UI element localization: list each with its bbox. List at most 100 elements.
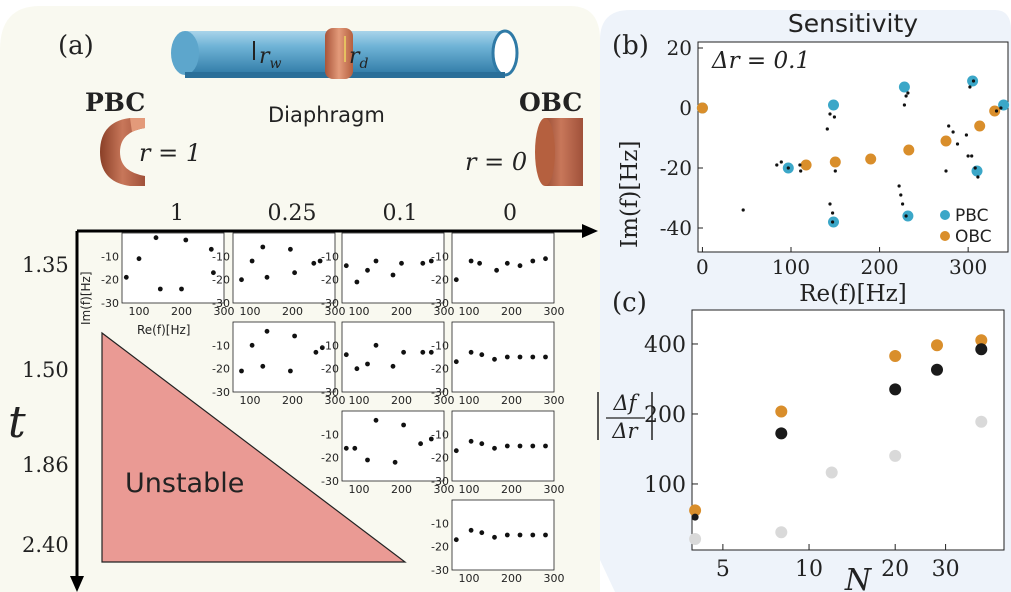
inset-point bbox=[504, 354, 510, 360]
t-axis-label: t bbox=[8, 397, 26, 448]
inset-point bbox=[390, 272, 396, 278]
c-ytick-label: 400 bbox=[644, 333, 686, 358]
b-point-small bbox=[904, 214, 908, 218]
inset-point bbox=[354, 279, 360, 285]
inset-xtick: 200 bbox=[501, 572, 522, 585]
inset-point bbox=[211, 270, 216, 276]
inset-ytick: -10 bbox=[431, 428, 449, 441]
b-point-small bbox=[970, 154, 974, 158]
panel-b-annotation: Δr = 0.1 bbox=[711, 48, 810, 74]
b-ytick-label: -20 bbox=[660, 156, 692, 180]
b-point-obc bbox=[800, 159, 812, 171]
inset-point bbox=[260, 363, 266, 369]
inset-point bbox=[239, 277, 244, 283]
inset-frame bbox=[121, 232, 225, 304]
inset-point bbox=[343, 352, 349, 358]
b-point-obc bbox=[696, 102, 708, 114]
inset-plot: -10 -20 -30 100 200 300 bbox=[431, 499, 565, 585]
inset-point bbox=[179, 286, 184, 292]
inset-xtick: 300 bbox=[434, 483, 455, 496]
inset-point bbox=[292, 333, 297, 339]
inset-point bbox=[453, 359, 459, 365]
b-point-small bbox=[947, 124, 951, 128]
b-point-small bbox=[831, 211, 835, 215]
t-value-2: 1.50 bbox=[22, 358, 69, 382]
inset-point bbox=[504, 443, 510, 449]
inset-ytick: -10 bbox=[101, 250, 119, 263]
panel-b-title: Sensitivity bbox=[788, 9, 918, 38]
legend-obc-marker bbox=[940, 231, 950, 241]
t-value-4: 2.40 bbox=[22, 533, 69, 557]
inset-xtick: 100 bbox=[459, 572, 480, 585]
panel-b-label: (b) bbox=[612, 31, 649, 61]
b-xtick-label: 100 bbox=[772, 255, 810, 279]
inset-point bbox=[343, 445, 349, 451]
inset-xtick: 100 bbox=[459, 483, 480, 496]
c-point bbox=[889, 449, 902, 462]
inset-point bbox=[543, 256, 548, 262]
b-point-obc bbox=[974, 120, 986, 132]
panel-a: (a) rw rd Diaphragm PBC r = 1 OBC r = 0 bbox=[8, 28, 598, 592]
panel-b: (b) Sensitivity Δr = 0.1 Im(f)[Hz] Re(f)… bbox=[612, 9, 1010, 307]
r-value-2: 0.25 bbox=[268, 201, 317, 226]
panel-c-ylabel-num: Δf bbox=[613, 391, 640, 415]
panel-c-label: (c) bbox=[612, 288, 647, 318]
inset-point bbox=[343, 263, 349, 269]
inset-point bbox=[428, 436, 434, 442]
inset-ytick: -20 bbox=[321, 274, 339, 287]
c-point bbox=[975, 334, 988, 347]
inset-point bbox=[373, 417, 379, 423]
b-point-small bbox=[779, 160, 783, 164]
panel-b-legend: PBC OBC bbox=[940, 206, 992, 247]
b-point-obc bbox=[829, 156, 841, 168]
inset-point bbox=[319, 345, 325, 351]
inset-frame bbox=[341, 410, 445, 482]
inset-point bbox=[504, 260, 510, 266]
inset-xtick: 300 bbox=[544, 572, 565, 585]
b-point-small bbox=[901, 202, 905, 206]
inset-point bbox=[418, 441, 423, 447]
inset-point bbox=[420, 260, 426, 266]
inset-point bbox=[239, 368, 244, 374]
c-point bbox=[975, 415, 988, 428]
inset-ytick: -30 bbox=[431, 297, 449, 310]
inset-point bbox=[479, 352, 485, 358]
inset-frame bbox=[232, 321, 336, 393]
b-point-small bbox=[904, 94, 908, 98]
inset-point bbox=[401, 422, 406, 428]
panel-b-ylabel: Im(f)[Hz] bbox=[617, 141, 643, 248]
inset-xlabel: Re(f)[Hz] bbox=[137, 323, 190, 337]
b-point-obc bbox=[989, 105, 1001, 117]
inset-ylabel: Im(f)[Hz] bbox=[79, 271, 93, 325]
obc-disk-icon bbox=[535, 118, 583, 186]
unstable-label: Unstable bbox=[125, 468, 244, 499]
b-xtick-label: 300 bbox=[949, 255, 987, 279]
panel-c-plot-area bbox=[691, 309, 1005, 551]
inset-point bbox=[420, 349, 426, 355]
inset-xtick: 100 bbox=[240, 394, 261, 407]
inset-point bbox=[399, 260, 404, 266]
inset-frame bbox=[341, 321, 445, 393]
inset-ytick: -20 bbox=[321, 363, 339, 376]
inset-point bbox=[157, 286, 163, 292]
inset-point bbox=[543, 443, 548, 449]
c-xtick-label: 5 bbox=[716, 557, 730, 582]
inset-xtick: 200 bbox=[501, 305, 522, 318]
inset-ytick: -20 bbox=[431, 274, 449, 287]
inset-plot: -10 -20 -30 100 200 300 bbox=[101, 232, 235, 318]
inset-frame bbox=[451, 321, 555, 393]
inset-xtick: 100 bbox=[349, 483, 370, 496]
inset-point bbox=[530, 354, 536, 360]
inset-point bbox=[492, 534, 497, 540]
inset-point bbox=[365, 361, 370, 367]
inset-xtick: 100 bbox=[240, 305, 261, 318]
panel-b-xlabel: Re(f)[Hz] bbox=[799, 281, 907, 307]
b-point-obc bbox=[865, 153, 877, 165]
inset-point bbox=[365, 267, 370, 273]
inset-ytick: -10 bbox=[431, 339, 449, 352]
inset-xtick: 200 bbox=[501, 394, 522, 407]
c-xtick-label: 10 bbox=[795, 557, 823, 582]
inset-xtick: 300 bbox=[544, 305, 565, 318]
